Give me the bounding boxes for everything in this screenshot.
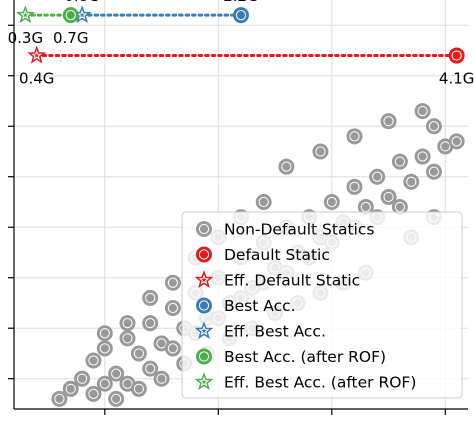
non-default-statics-point [142,360,159,377]
non-default-statics-point [96,325,113,342]
non-default-statics-point [391,153,408,170]
legend-box [181,211,463,399]
point-annotation: 0.7G [53,29,88,47]
non-default-statics-point [142,315,159,332]
legend-label: Eff. Best Acc. (after ROF) [224,374,416,392]
non-default-statics-point [323,193,340,210]
non-default-statics-point [380,113,397,130]
eff-default-static-point [27,45,47,64]
non-default-statics-point [164,340,181,357]
non-default-statics-point [380,188,397,205]
non-default-statics-point [119,330,136,347]
legend-label: Eff. Default Static [224,272,360,290]
non-default-statics-point [51,390,68,407]
non-default-statics-point [414,103,431,120]
point-annotation: 0.8G [64,0,99,5]
non-default-statics-point [391,199,408,216]
non-default-statics-point [414,148,431,165]
point-annotation: 4.1G [439,70,474,88]
legend-marker [196,246,212,263]
default-static-point [448,47,465,64]
legend-label: Default Static [224,246,330,264]
best-acc-point [233,7,249,24]
eff-best-acc-after-rof-point [15,5,35,24]
non-default-statics-point [369,168,386,185]
legend: Non-Default Statics Default Static Eff. De… [181,211,463,399]
non-default-statics-point [346,128,363,145]
non-default-statics-point [255,193,272,210]
legend-marker [196,221,212,237]
non-default-statics-point [403,173,420,190]
non-default-statics-point [62,380,79,397]
non-default-statics-point [278,158,295,175]
legend-marker [196,297,212,314]
best-acc-after-rof-point [62,7,79,24]
non-default-statics-point [346,178,363,195]
axes [8,0,468,415]
point-annotation: 2.2G [223,0,258,5]
non-default-statics-point [96,340,113,357]
legend-label: Best Acc. (after ROF) [224,348,386,366]
legend-marker [194,372,214,391]
non-default-statics-point [130,345,147,362]
legend-marker [194,321,214,340]
legend-marker [196,348,212,365]
non-default-statics-point [448,133,465,150]
point-annotation: 0.4G [19,70,54,88]
non-default-statics-point [85,352,102,369]
legend-label: Eff. Best Acc. [224,323,326,341]
point-annotation: 0.3G [8,29,43,47]
non-default-statics-point [164,300,181,317]
non-default-statics-point [108,365,125,382]
non-default-statics-point [425,118,442,135]
non-default-statics-point [108,390,125,407]
legend-label: Non-Default Statics [224,221,374,239]
non-default-statics-point [142,289,159,306]
annotations: 0.8G 2.2G 0.3G 0.7G 0.4G 4.1G [8,0,474,88]
non-default-statics-point [74,370,91,387]
non-default-statics-point [312,143,329,160]
non-default-statics-point [85,385,102,402]
non-default-statics-point [119,315,136,332]
non-default-statics-point [164,274,181,291]
non-default-statics-point [96,375,113,392]
non-default-statics-point [130,380,147,397]
non-default-statics-point [153,370,170,387]
legend-label: Best Acc. [224,297,296,315]
legend-marker [194,270,214,289]
non-default-statics-point [425,163,442,180]
